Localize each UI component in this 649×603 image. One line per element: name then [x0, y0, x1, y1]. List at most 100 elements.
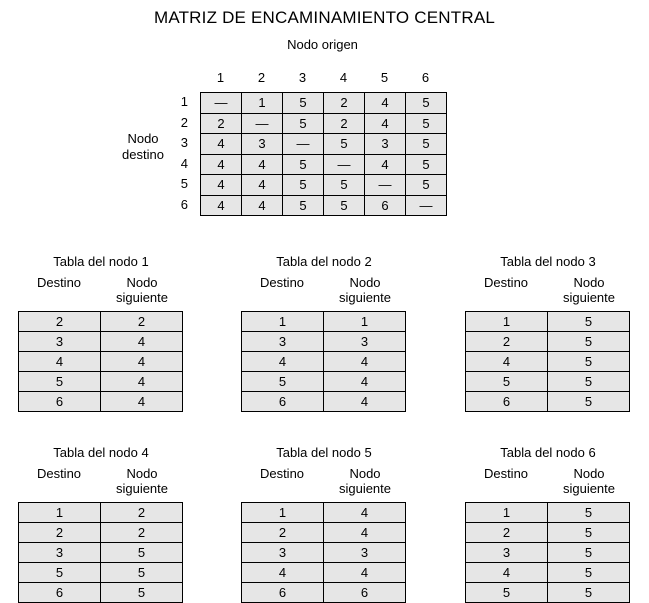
matrix-cell: 2: [323, 92, 365, 114]
nodo-siguiente-cell: 5: [547, 502, 630, 523]
nodo-siguiente-cell: 2: [100, 502, 183, 523]
matrix-row: 2—5 2 4 5: [200, 112, 447, 134]
row-header: 2: [180, 114, 188, 130]
destino-header: Destino: [36, 275, 82, 290]
nodo-siguiente-cell: 2: [100, 522, 183, 543]
column-header: 2: [257, 70, 266, 85]
matrix-cell: 4: [364, 112, 406, 134]
row-header: 3: [180, 135, 188, 150]
matrix-cell: 5: [405, 112, 447, 134]
matrix-cell: 2: [200, 112, 242, 134]
nodo-siguiente-cell: 4: [323, 502, 406, 523]
node-table-headers: Destino Nodo siguiente: [465, 275, 631, 305]
nodo-siguiente-cell: 4: [323, 371, 406, 392]
matrix-cell: 1: [241, 92, 283, 114]
node-table-title: Tabla del nodo 2: [276, 254, 372, 269]
matrix-cell: 5: [282, 153, 324, 175]
destino-cell: 3: [18, 542, 101, 563]
destino-cell: 1: [465, 502, 548, 523]
matrix-cell: 4: [200, 194, 242, 216]
matrix-cell: 5: [405, 174, 447, 196]
matrix-cell: 5: [323, 133, 365, 155]
nodo-siguiente-cell: 4: [100, 371, 183, 392]
row-axis-label-line: destino: [122, 147, 164, 162]
nodo-siguiente-cell: 5: [547, 311, 630, 332]
column-headers: 1 2 3 4 5 6: [200, 70, 446, 85]
node-table-title: Tabla del nodo 1: [53, 254, 149, 269]
matrix-cell: 4: [364, 92, 406, 114]
matrix-cell: 5: [323, 194, 365, 216]
destino-cell: 1: [241, 502, 324, 523]
destino-header: Destino: [483, 466, 529, 481]
matrix-cell: 5: [405, 92, 447, 114]
nodo-siguiente-cell: 3: [323, 542, 406, 563]
matrix-cell: 4: [364, 153, 406, 175]
matrix-cell: 6: [364, 194, 406, 216]
nodo-siguiente-header: Nodo siguiente: [562, 275, 616, 305]
node-routing-table: Tabla del nodo 2 Destino Nodo siguiente 1 1 3…: [241, 254, 407, 412]
matrix-cell: 5: [405, 133, 447, 155]
nodo-siguiente-cell: 4: [323, 391, 406, 412]
destino-cell: 1: [18, 502, 101, 523]
row-headers: 1 2 3 4 5 6: [176, 92, 188, 215]
destino-cell: 5: [241, 371, 324, 392]
destino-cell: 2: [465, 522, 548, 543]
destino-cell: 4: [465, 351, 548, 372]
destino-cell: 2: [18, 311, 101, 332]
destino-cell: 5: [465, 582, 548, 603]
destino-cell: 5: [18, 562, 101, 583]
destino-header: Destino: [36, 466, 82, 481]
column-header: 4: [339, 70, 348, 85]
matrix-cell: 5: [282, 112, 324, 134]
matrix-cell: 5: [405, 153, 447, 175]
destino-cell: 6: [241, 391, 324, 412]
node-routing-table: Tabla del nodo 6 Destino Nodo siguiente 1 5 2…: [465, 445, 631, 603]
node-table-title: Tabla del nodo 5: [276, 445, 372, 460]
destino-cell: 2: [18, 522, 101, 543]
destino-cell: 1: [241, 311, 324, 332]
nodo-siguiente-cell: 5: [547, 371, 630, 392]
nodo-siguiente-cell: 5: [547, 522, 630, 543]
row-axis-label-line: Nodo: [127, 131, 159, 146]
node-table-headers: Destino Nodo siguiente: [241, 466, 407, 496]
matrix-cell: 4: [241, 153, 283, 175]
matrix-cell: 4: [241, 194, 283, 216]
nodo-siguiente-cell: 4: [323, 522, 406, 543]
nodo-siguiente-cell: 2: [100, 311, 183, 332]
nodo-siguiente-cell: 4: [323, 562, 406, 583]
matrix-cell: 4: [200, 153, 242, 175]
destino-cell: 3: [465, 542, 548, 563]
nodo-siguiente-cell: 4: [100, 391, 183, 412]
destino-cell: 3: [18, 331, 101, 352]
matrix-cell: —: [364, 174, 406, 196]
matrix-row: 4 4 5 5 6—: [200, 194, 447, 216]
matrix-row: 4 3—5 3 5: [200, 133, 447, 155]
destino-cell: 4: [18, 351, 101, 372]
node-table-headers: Destino Nodo siguiente: [241, 275, 407, 305]
row-header: 1: [180, 94, 188, 109]
nodo-siguiente-cell: 6: [323, 582, 406, 603]
destino-cell: 5: [465, 371, 548, 392]
destino-cell: 5: [18, 371, 101, 392]
destino-header: Destino: [259, 275, 305, 290]
matrix-cell: —: [241, 112, 283, 134]
destino-cell: 4: [241, 351, 324, 372]
matrix-row: —1 5 2 4 5: [200, 92, 447, 114]
